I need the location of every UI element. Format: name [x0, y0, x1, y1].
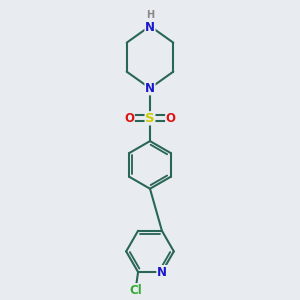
Text: H: H	[146, 10, 154, 20]
Text: N: N	[145, 82, 155, 95]
Text: H: H	[146, 21, 154, 31]
Text: O: O	[166, 112, 176, 125]
Text: S: S	[145, 112, 155, 125]
Text: N: N	[157, 266, 167, 278]
Text: N: N	[145, 21, 155, 34]
Text: Cl: Cl	[129, 284, 142, 297]
Text: O: O	[124, 112, 134, 125]
